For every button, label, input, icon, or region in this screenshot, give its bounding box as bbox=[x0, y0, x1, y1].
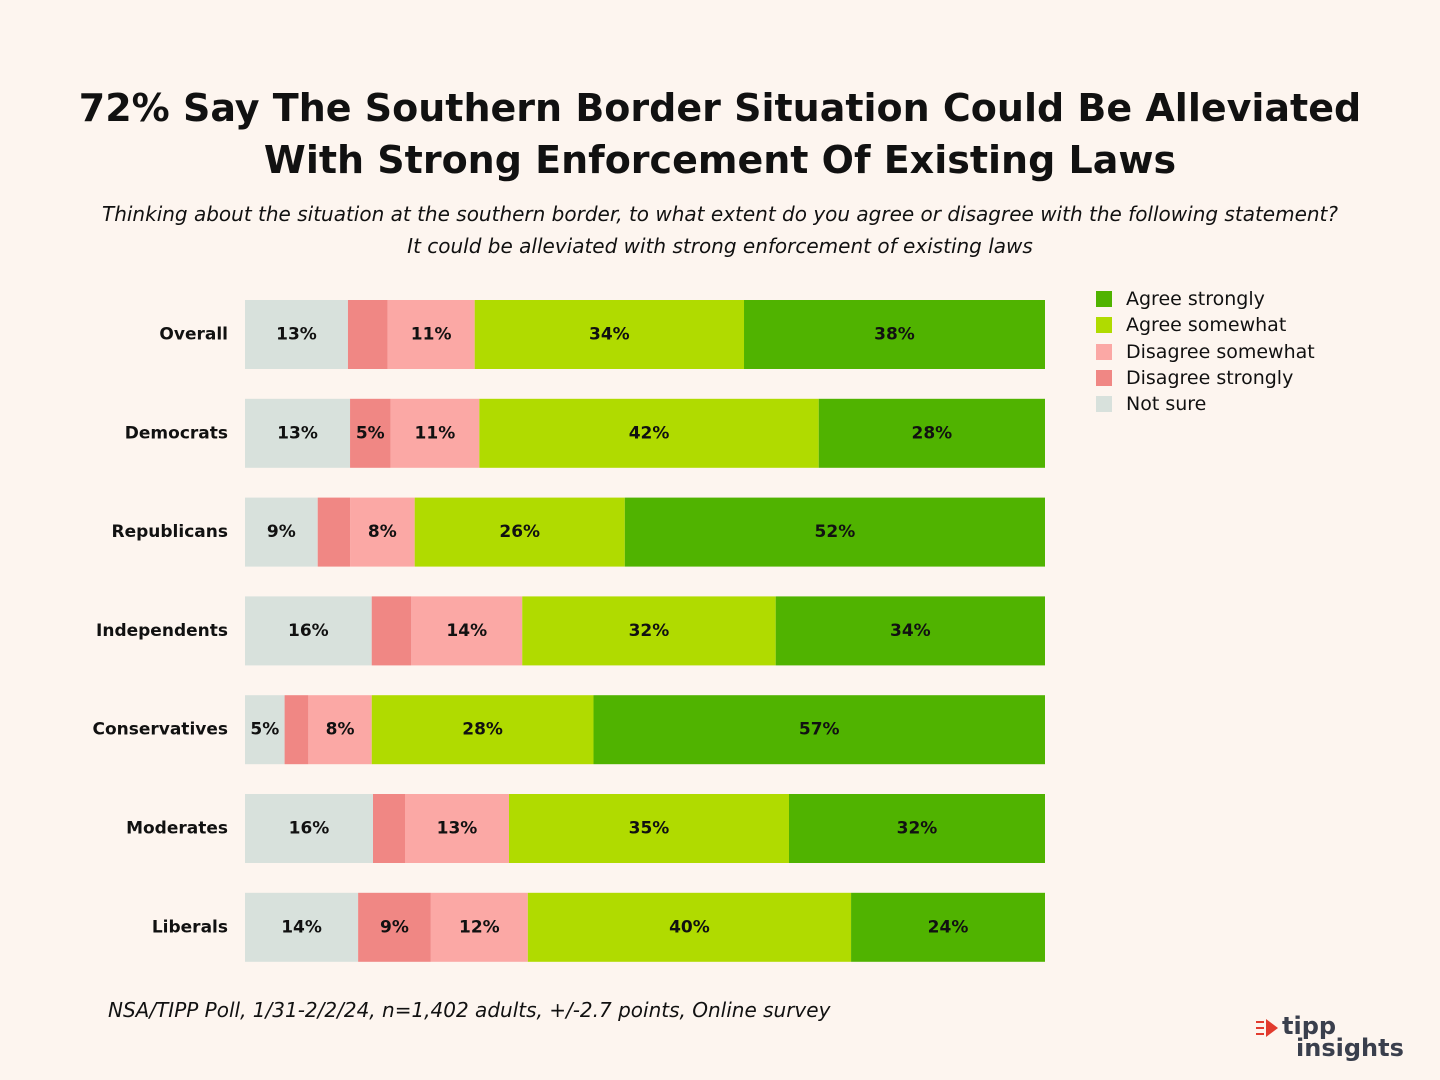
data-label-independents-not-sure: 16% bbox=[288, 621, 329, 641]
category-label-republicans: Republicans bbox=[112, 522, 229, 542]
data-label-liberals-disagree-somewhat: 12% bbox=[459, 917, 500, 937]
title-line-2: With Strong Enforcement Of Existing Laws bbox=[263, 138, 1177, 182]
bar-republicans-not-sure bbox=[245, 497, 318, 567]
data-label-democrats-agree-somewhat: 42% bbox=[629, 423, 670, 443]
category-label-conservatives: Conservatives bbox=[92, 720, 228, 740]
data-label-moderates-disagree-somewhat: 13% bbox=[437, 819, 478, 839]
data-label-conservatives-disagree-somewhat: 8% bbox=[326, 720, 355, 740]
data-label-republicans-disagree-somewhat: 8% bbox=[368, 522, 397, 542]
legend-item-agree-somewhat: Agree somewhat bbox=[1096, 312, 1315, 338]
data-label-overall-agree-strongly: 38% bbox=[874, 325, 915, 345]
logo-text-tipp: tipp bbox=[1282, 1012, 1337, 1040]
logo-text-insights: insights bbox=[1296, 1034, 1404, 1062]
legend-label-not-sure: Not sure bbox=[1126, 393, 1207, 416]
legend-label-disagree-strongly: Disagree strongly bbox=[1126, 367, 1294, 390]
data-label-democrats-disagree-somewhat: 11% bbox=[415, 423, 456, 443]
bar-conservatives-disagree-somewhat bbox=[308, 695, 372, 765]
data-label-liberals-agree-strongly: 24% bbox=[928, 917, 969, 937]
bar-independents-agree-strongly bbox=[775, 596, 1045, 666]
bar-republicans-disagree-strongly bbox=[317, 497, 351, 567]
data-label-overall-agree-somewhat: 34% bbox=[589, 325, 630, 345]
bar-moderates-disagree-strongly bbox=[373, 794, 405, 863]
bar-liberals-not-sure bbox=[245, 892, 359, 962]
legend-item-disagree-somewhat: Disagree somewhat bbox=[1096, 339, 1315, 365]
data-label-liberals-disagree-strongly: 9% bbox=[380, 917, 409, 937]
data-label-overall-disagree-somewhat: 11% bbox=[411, 325, 452, 345]
chart-subtitle: Thinking about the situation at the sout… bbox=[101, 202, 1339, 258]
legend-swatch-disagree-somewhat bbox=[1096, 343, 1112, 360]
bar-liberals-disagree-somewhat bbox=[430, 892, 528, 962]
bar-overall-agree-somewhat bbox=[474, 300, 745, 369]
bar-democrats-agree-somewhat bbox=[479, 398, 819, 468]
bar-moderates-agree-strongly bbox=[789, 794, 1045, 863]
data-label-democrats-not-sure: 13% bbox=[277, 423, 318, 443]
category-label-moderates: Moderates bbox=[126, 819, 228, 839]
bar-overall-not-sure bbox=[245, 300, 348, 369]
legend-item-agree-strongly: Agree strongly bbox=[1096, 286, 1315, 312]
bar-democrats-agree-strongly bbox=[818, 398, 1045, 468]
data-label-republicans-agree-somewhat: 26% bbox=[499, 522, 540, 542]
bar-liberals-agree-somewhat bbox=[527, 892, 852, 962]
bar-overall-agree-strongly bbox=[744, 300, 1045, 369]
bar-overall-disagree-somewhat bbox=[387, 300, 475, 369]
data-label-republicans-not-sure: 9% bbox=[267, 522, 296, 542]
legend: Agree strongly Agree somewhat Disagree som… bbox=[1096, 286, 1315, 417]
legend-swatch-agree-strongly bbox=[1096, 291, 1112, 308]
bar-conservatives-not-sure bbox=[245, 695, 285, 765]
bar-republicans-disagree-somewhat bbox=[350, 497, 415, 567]
data-label-conservatives-agree-strongly: 57% bbox=[799, 720, 840, 740]
bar-democrats-disagree-somewhat bbox=[390, 398, 480, 468]
bar-conservatives-agree-strongly bbox=[593, 695, 1045, 765]
bar-republicans-agree-somewhat bbox=[414, 497, 625, 567]
data-label-overall-not-sure: 13% bbox=[276, 325, 317, 345]
category-label-overall: Overall bbox=[159, 325, 228, 345]
legend-swatch-agree-somewhat bbox=[1096, 317, 1112, 334]
legend-label-agree-strongly: Agree strongly bbox=[1126, 288, 1265, 311]
bar-liberals-disagree-strongly bbox=[358, 892, 431, 962]
data-label-conservatives-agree-somewhat: 28% bbox=[462, 720, 503, 740]
bar-democrats-not-sure bbox=[245, 398, 351, 468]
category-label-liberals: Liberals bbox=[152, 917, 228, 937]
data-label-democrats-disagree-strongly: 5% bbox=[356, 423, 385, 443]
legend-label-disagree-somewhat: Disagree somewhat bbox=[1126, 340, 1315, 363]
bar-independents-disagree-strongly bbox=[371, 596, 412, 666]
chart-title: 72% Say The Southern Border Situation Co… bbox=[0, 82, 1440, 186]
bar-independents-not-sure bbox=[245, 596, 372, 666]
bar-moderates-disagree-somewhat bbox=[405, 794, 509, 863]
data-label-independents-disagree-somewhat: 14% bbox=[446, 621, 487, 641]
legend-swatch-not-sure bbox=[1096, 396, 1112, 413]
bar-democrats-disagree-strongly bbox=[350, 398, 391, 468]
legend-item-not-sure: Not sure bbox=[1096, 391, 1315, 417]
legend-label-agree-somewhat: Agree somewhat bbox=[1126, 314, 1287, 337]
bar-conservatives-disagree-strongly bbox=[284, 695, 309, 765]
bar-conservatives-agree-somewhat bbox=[371, 695, 594, 765]
logo-mark-icon bbox=[1256, 1019, 1278, 1037]
bar-independents-agree-somewhat bbox=[522, 596, 776, 666]
bar-liberals-agree-strongly bbox=[851, 892, 1045, 962]
legend-swatch-disagree-strongly bbox=[1096, 370, 1112, 387]
data-label-liberals-not-sure: 14% bbox=[281, 917, 322, 937]
category-label-independents: Independents bbox=[96, 621, 228, 641]
source-note: NSA/TIPP Poll, 1/31-2/2/24, n=1,402 adul… bbox=[108, 998, 831, 1022]
data-label-democrats-agree-strongly: 28% bbox=[912, 423, 953, 443]
data-label-moderates-not-sure: 16% bbox=[289, 819, 330, 839]
data-label-independents-agree-somewhat: 32% bbox=[629, 621, 670, 641]
bar-moderates-not-sure bbox=[245, 794, 373, 863]
legend-item-disagree-strongly: Disagree strongly bbox=[1096, 365, 1315, 391]
bar-republicans-agree-strongly bbox=[624, 497, 1045, 567]
title-line-1: 72% Say The Southern Border Situation Co… bbox=[78, 86, 1362, 130]
data-label-republicans-agree-strongly: 52% bbox=[815, 522, 856, 542]
tipp-insights-logo: tipp insights bbox=[1256, 1012, 1406, 1066]
category-label-democrats: Democrats bbox=[125, 423, 228, 443]
bar-overall-disagree-strongly bbox=[347, 300, 388, 369]
bar-moderates-agree-somewhat bbox=[509, 794, 789, 863]
data-label-liberals-agree-somewhat: 40% bbox=[669, 917, 710, 937]
data-label-moderates-agree-strongly: 32% bbox=[897, 819, 938, 839]
bar-independents-disagree-somewhat bbox=[411, 596, 523, 666]
data-label-conservatives-not-sure: 5% bbox=[250, 720, 279, 740]
data-label-moderates-agree-somewhat: 35% bbox=[629, 819, 670, 839]
data-label-independents-agree-strongly: 34% bbox=[890, 621, 931, 641]
